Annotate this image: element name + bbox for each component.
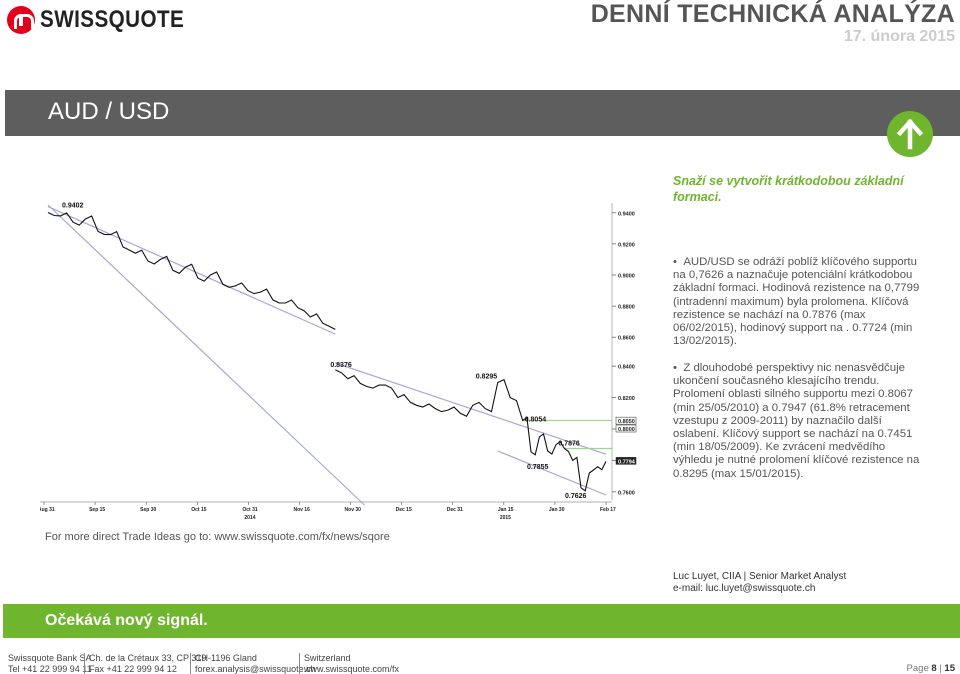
price-tag-label: 0.8000 bbox=[618, 427, 635, 433]
footer-text: Swissquote Bank SA bbox=[8, 653, 92, 663]
price-chart-svg: 0.9400 0.9200 0.9000 0.8800 0.8600 0.8400 0.82… bbox=[40, 202, 637, 521]
price-tag-box bbox=[615, 416, 637, 425]
brand-name: SWISSQUOTE bbox=[40, 6, 185, 33]
price-annotation: 0.8376 bbox=[330, 362, 352, 369]
page-number: Page 8 | 15 bbox=[907, 663, 955, 674]
price-tag-box bbox=[615, 457, 637, 465]
price-annotation: 0.8054 bbox=[525, 417, 547, 424]
footer-text: Tel +41 22 999 94 11 bbox=[8, 664, 92, 674]
bullet-line: 06/02/2015), hodinový support na . 0.772… bbox=[673, 322, 913, 335]
brand-logo: SWISSQUOTE bbox=[7, 6, 208, 34]
x-tick-label: Nov 16 bbox=[293, 507, 310, 513]
x-tick-label: Jan 30 bbox=[549, 507, 565, 513]
x-tick-label: Oct 31 bbox=[242, 507, 258, 513]
page-separator: | bbox=[939, 663, 942, 674]
price-annotation: 0.7876 bbox=[558, 440, 580, 447]
footer-address: Ch. de la Crétaux 33, CP 319 Fax +41 22 … bbox=[84, 653, 206, 674]
outlook-bar: Očekává nový signál. bbox=[3, 604, 960, 638]
analyst-block: Luc Luyet, CIIA | Senior Market Analyst … bbox=[673, 571, 846, 595]
x-tick-label: Feb 17 bbox=[600, 507, 616, 513]
page-footer: Swissquote Bank SA Tel +41 22 999 94 11 … bbox=[0, 648, 960, 674]
bullet-line: rezistence se nachází na 0.7876 (max bbox=[673, 308, 866, 321]
bullet-line: • Z dlouhodobé perspektivy nic nenasvědč… bbox=[673, 362, 905, 374]
pair-title: AUD / USD bbox=[48, 98, 170, 125]
x-tick-label: Dec 31 bbox=[447, 507, 463, 513]
arrow-up-icon bbox=[887, 111, 933, 157]
y-tick-label: 0.7600 bbox=[618, 490, 635, 496]
price-tag-label: 0.8050 bbox=[618, 419, 635, 425]
bullet-line: 0.8295 (max 15/01/2015). bbox=[673, 467, 804, 480]
bullet-line: Prolomení oblasti silného supportu mezi … bbox=[673, 388, 913, 401]
bullet-line: na 0,7626 a naznačuje potenciální krátko… bbox=[673, 269, 913, 282]
footer-text[interactable]: www.swissquote.com/fx bbox=[304, 664, 400, 674]
y-tick-label: 0.8600 bbox=[618, 336, 635, 342]
footer-text: Switzerland bbox=[304, 653, 351, 663]
footer-country: Switzerland www.swissquote.com/fx bbox=[299, 653, 399, 674]
y-tick-label: 0.9000 bbox=[618, 274, 635, 280]
page-total: 15 bbox=[944, 663, 955, 674]
price-series-line bbox=[47, 212, 336, 330]
price-annotation: 0.7855 bbox=[527, 464, 549, 471]
y-tick-label: 0.9400 bbox=[618, 211, 635, 217]
price-series-line bbox=[335, 369, 607, 492]
bullet-line: (min 25/05/2010) a 0.7947 (61.8% retrace… bbox=[673, 401, 910, 414]
y-tick-label: 0.9200 bbox=[618, 242, 635, 248]
trade-ideas-link[interactable]: For more direct Trade Ideas go to: www.s… bbox=[45, 531, 390, 543]
x-tick-label: Oct 15 bbox=[191, 507, 207, 513]
footer-text: CH-1196 Gland bbox=[195, 653, 257, 663]
pair-banner: AUD / USD bbox=[5, 90, 960, 136]
headline: Snaží se vytvořit krátkodobou základní f… bbox=[673, 174, 904, 204]
x-year-label: 2014 bbox=[244, 515, 255, 521]
support-channel-line bbox=[497, 450, 607, 496]
bullet-line: 13/02/2015). bbox=[673, 335, 737, 348]
page-current: 8 bbox=[931, 663, 937, 674]
x-tick-label: Sep 15 bbox=[89, 507, 105, 513]
bullet-line: (min 18/05/2009). Ke zvrácení medvědího bbox=[673, 441, 886, 454]
x-tick-label: Dec 15 bbox=[396, 507, 412, 513]
x-tick-label: Jan 15 bbox=[498, 507, 514, 513]
price-annotation: 0.8295 bbox=[476, 374, 498, 381]
bullet-paragraph: • Z dlouhodobé perspektivy nic nenasvědč… bbox=[673, 362, 921, 481]
price-chart: 0.9400 0.9200 0.9000 0.8800 0.8600 0.8400 0.82… bbox=[40, 195, 640, 525]
y-tick-label: 0.8400 bbox=[618, 365, 635, 371]
x-tick-label: Sep 30 bbox=[140, 507, 156, 513]
price-annotation: 0.9402 bbox=[62, 202, 84, 209]
footer-text: Fax +41 22 999 94 12 bbox=[89, 664, 177, 674]
bullet-line: • AUD/USD se odráží poblíž klíčového sup… bbox=[673, 256, 917, 268]
y-tick-label: 0.8800 bbox=[618, 305, 635, 311]
analyst-name: Luc Luyet, CIIA | Senior Market Analyst bbox=[673, 571, 847, 582]
price-tag-box bbox=[615, 424, 637, 433]
document-title: DENNÍ TECHNICKÁ ANALÝZA bbox=[590, 0, 955, 28]
bullet-line: (intradenní maximum) byla prolomena. Klí… bbox=[673, 295, 909, 308]
bullet-line: výhledu je nutné prolomení klíčové rezis… bbox=[673, 454, 920, 467]
footer-text: Ch. de la Crétaux 33, CP 319 bbox=[89, 653, 207, 663]
footer-company: Swissquote Bank SA Tel +41 22 999 94 11 bbox=[4, 653, 92, 674]
bullet-paragraph: • AUD/USD se odráží poblíž klíčového sup… bbox=[673, 256, 921, 348]
price-tag-label: 0.7794 bbox=[618, 459, 636, 465]
swissquote-logo-icon bbox=[7, 6, 35, 34]
x-tick-label: Nov 30 bbox=[345, 507, 362, 513]
resistance-channel-line bbox=[47, 206, 336, 335]
bullet-line: oslabení. Klíčový support se nachází na … bbox=[673, 428, 913, 441]
bullet-line: základní formaci. Hodinová rezistence na… bbox=[673, 282, 920, 295]
bullet-line: vzestupu z 2009-2011) by naznačilo další bbox=[673, 414, 882, 427]
footer-text[interactable]: forex.analysis@swissquote.ch bbox=[195, 664, 316, 674]
y-tick-label: 0.8200 bbox=[618, 396, 635, 402]
document-date: 17. února 2015 bbox=[843, 28, 955, 45]
x-tick-label: Aug 31 bbox=[40, 507, 55, 513]
analyst-email[interactable]: e-mail: luc.luyet@swissquote.ch bbox=[673, 583, 816, 594]
page-label: Page bbox=[906, 663, 929, 674]
outlook-text: Očekává nový signál. bbox=[45, 612, 208, 629]
footer-city: CH-1196 Gland forex.analysis@swissquote.… bbox=[190, 653, 316, 674]
price-annotation: 0.7626 bbox=[565, 493, 587, 500]
bullet-line: ukončení současného klesajícího trendu. bbox=[673, 375, 880, 388]
x-year-label: 2015 bbox=[500, 515, 511, 521]
support-channel-line bbox=[47, 204, 365, 506]
